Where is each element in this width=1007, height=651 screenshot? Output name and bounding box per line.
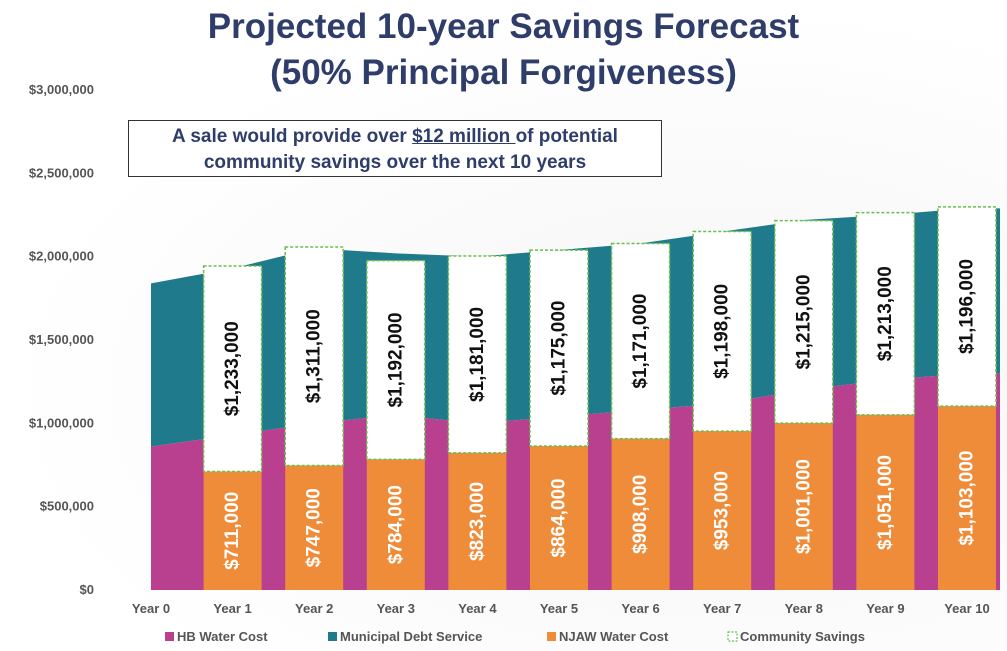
callout-box: A sale would provide over $12 million of… bbox=[128, 120, 662, 177]
callout-line-2: community savings over the next 10 years bbox=[203, 152, 587, 173]
data-label-layer: $0 $711,000 $1,233,000 $747,000 $1,311,000 $7… bbox=[127, 259, 978, 587]
data-label-njaw: $864,000 bbox=[549, 478, 570, 557]
data-label-community-savings: $1,213,000 bbox=[875, 266, 896, 361]
x-tick-label: Year 6 bbox=[621, 601, 659, 616]
data-label-community-savings: $1,175,000 bbox=[549, 301, 570, 396]
bar-njaw-water-cost bbox=[693, 431, 752, 590]
legend-label: Community Savings bbox=[740, 629, 865, 644]
y-tick-label: $2,000,000 bbox=[29, 249, 94, 264]
data-label-njaw: $1,103,000 bbox=[957, 451, 978, 546]
bar-community-savings bbox=[610, 242, 671, 440]
bar-community-savings bbox=[284, 246, 344, 467]
title-line-1: Projected 10-year Savings Forecast bbox=[207, 7, 800, 46]
data-label-njaw: $1,001,000 bbox=[793, 459, 814, 554]
legend-swatch bbox=[165, 632, 174, 641]
data-label-njaw: $1,051,000 bbox=[875, 455, 896, 550]
bar-njaw-water-cost bbox=[938, 406, 996, 590]
x-tick-label: Year 3 bbox=[377, 601, 415, 616]
callout-line-1: A sale would provide over $12 million of… bbox=[129, 124, 661, 150]
bar-community-savings bbox=[855, 211, 916, 416]
bar-njaw-water-cost bbox=[611, 438, 670, 590]
y-tick-label: $3,000,000 bbox=[29, 82, 94, 97]
legend-label: NJAW Water Cost bbox=[559, 629, 669, 644]
data-label-community-savings: $1,171,000 bbox=[630, 294, 651, 389]
data-label-community-savings: $1,181,000 bbox=[467, 307, 488, 402]
y-tick-label: $2,500,000 bbox=[29, 165, 94, 180]
callout-post: of potential bbox=[515, 126, 618, 147]
legend-swatch bbox=[727, 631, 738, 642]
bar-community-savings bbox=[202, 265, 263, 473]
bar-njaw-water-cost bbox=[448, 452, 507, 590]
bar-njaw-water-cost bbox=[366, 459, 425, 590]
bar-community-savings bbox=[692, 230, 752, 432]
x-tick-label: Year 1 bbox=[213, 601, 251, 616]
legend-label: HB Water Cost bbox=[177, 629, 268, 644]
legend: HB Water Cost Municipal Debt Service NJAW … bbox=[165, 629, 865, 644]
bar-community-savings bbox=[937, 206, 997, 407]
data-label-community-savings: $1,215,000 bbox=[793, 274, 814, 369]
data-label-community-savings: $1,196,000 bbox=[957, 259, 978, 354]
bar-njaw-water-cost bbox=[530, 446, 588, 590]
x-tick-label: Year 2 bbox=[295, 601, 333, 616]
data-label-njaw: $908,000 bbox=[630, 475, 651, 554]
callout-pre: A sale would provide over bbox=[172, 126, 413, 147]
data-label-community-savings: $1,192,000 bbox=[385, 312, 406, 407]
bar-layer bbox=[202, 206, 997, 590]
y-tick-label: $0 bbox=[80, 582, 94, 597]
data-label-njaw: $0 bbox=[127, 565, 148, 586]
bar-njaw-water-cost bbox=[203, 471, 262, 590]
x-tick-label: Year 10 bbox=[944, 601, 990, 616]
data-label-njaw: $784,000 bbox=[385, 485, 406, 564]
data-label-community-savings: $1,233,000 bbox=[222, 321, 243, 416]
legend-swatch bbox=[547, 632, 556, 641]
axis-layer: $0 $500,000 $1,000,000 $1,500,000 $2,000,000… bbox=[29, 82, 990, 616]
bar-community-savings bbox=[774, 219, 834, 424]
bar-njaw-water-cost bbox=[856, 414, 915, 590]
bar-community-savings bbox=[366, 259, 426, 461]
legend-swatch bbox=[328, 632, 337, 641]
data-label-njaw: $823,000 bbox=[467, 482, 488, 561]
data-label-njaw: $747,000 bbox=[304, 488, 325, 567]
data-label-njaw: $711,000 bbox=[222, 492, 243, 570]
x-tick-label: Year 9 bbox=[866, 601, 904, 616]
x-tick-label: Year 8 bbox=[785, 601, 823, 616]
data-label-community-savings: $1,198,000 bbox=[712, 284, 733, 379]
callout-highlight: $12 million bbox=[412, 126, 516, 147]
bar-community-savings bbox=[529, 249, 589, 447]
x-tick-label: Year 7 bbox=[703, 601, 741, 616]
y-tick-label: $1,000,000 bbox=[29, 415, 94, 430]
y-tick-label: $1,500,000 bbox=[29, 332, 94, 347]
data-label-njaw: $953,000 bbox=[712, 471, 733, 550]
y-tick-label: $500,000 bbox=[40, 499, 94, 514]
data-label-community-savings: $1,311,000 bbox=[304, 309, 325, 403]
x-tick-label: Year 0 bbox=[132, 601, 170, 616]
title-line-2: (50% Principal Forgiveness) bbox=[270, 53, 737, 92]
legend-label: Municipal Debt Service bbox=[340, 629, 482, 644]
bar-njaw-water-cost bbox=[774, 423, 833, 590]
bar-community-savings bbox=[447, 255, 508, 454]
chart-title: Projected 10-year Savings Forecast (50% … bbox=[0, 4, 1007, 96]
x-tick-label: Year 5 bbox=[540, 601, 578, 616]
bar-njaw-water-cost bbox=[285, 465, 344, 590]
x-tick-label: Year 4 bbox=[458, 601, 497, 616]
